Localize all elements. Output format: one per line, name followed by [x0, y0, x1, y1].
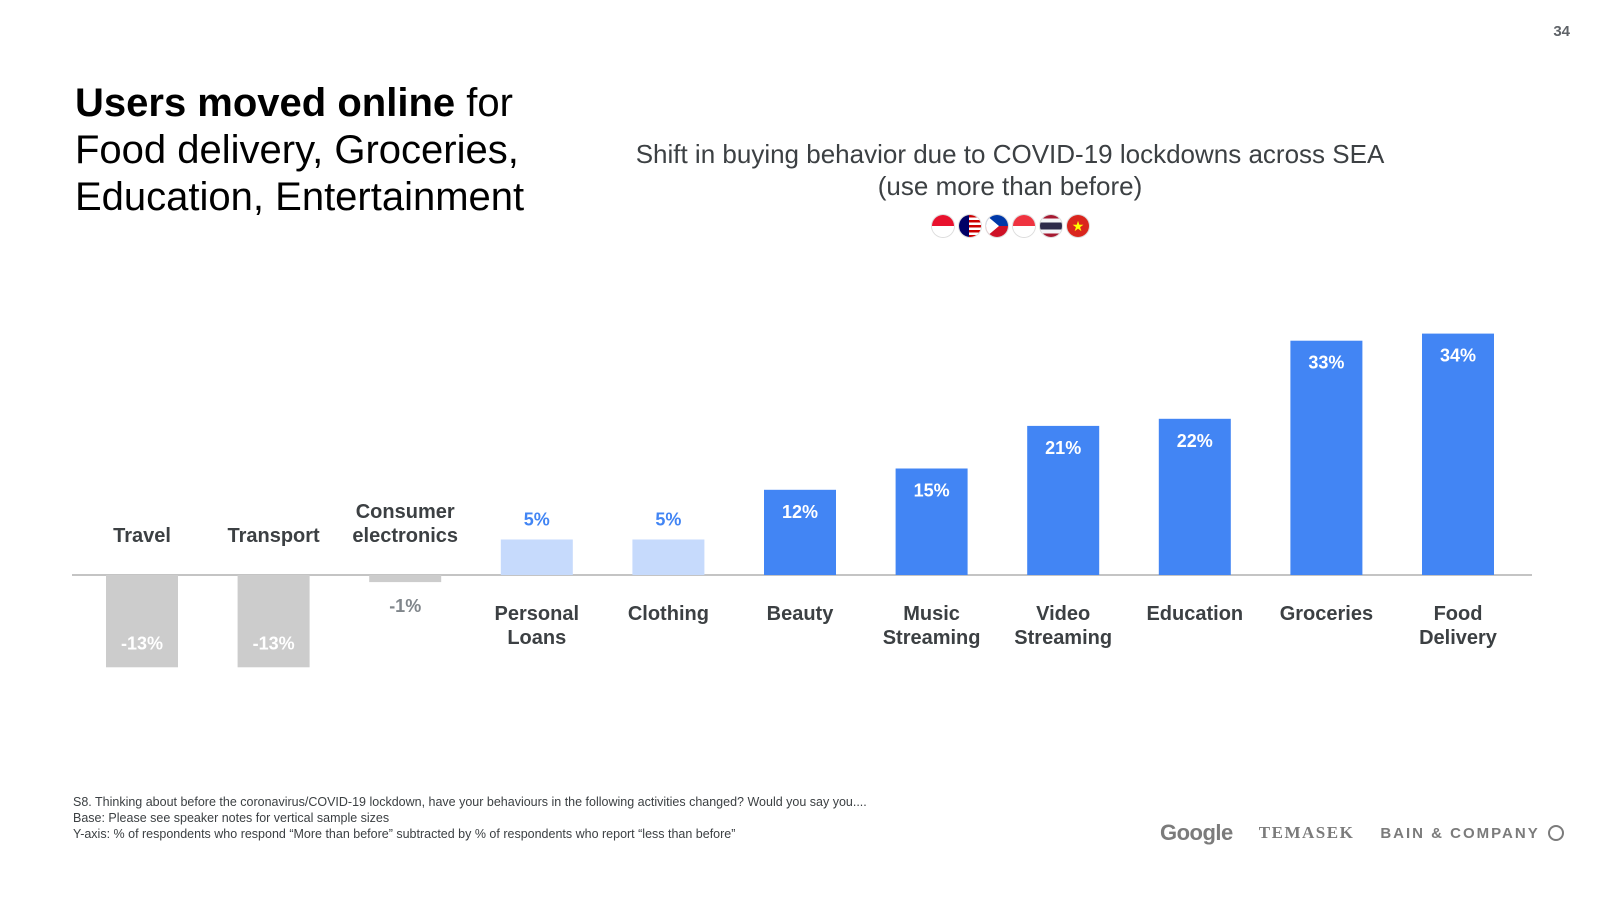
value-label-10: 34% [1440, 346, 1476, 366]
page-number: 34 [1553, 23, 1570, 40]
bar-1 [237, 575, 310, 668]
category-label-6: Music Streaming [883, 603, 981, 649]
headline-rest: for Food delivery, Groceries, Education,… [75, 81, 525, 219]
category-label-7: Video Streaming [1014, 603, 1112, 649]
category-label-1: Transport [227, 525, 320, 547]
chart-subtitle: (use more than before) [877, 171, 1143, 201]
footnote-base: Base: Please see speaker notes for verti… [73, 811, 390, 825]
value-label-9: 33% [1308, 353, 1344, 373]
bain-logo-text: BAIN & COMPANY [1380, 824, 1540, 842]
value-label-1: -13% [253, 633, 295, 653]
bar-10 [1422, 333, 1494, 575]
bar-3 [500, 539, 573, 575]
footnote-question: S8. Thinking about before the coronaviru… [73, 795, 867, 809]
category-label-0: Travel [113, 525, 171, 547]
philippines-flag-icon [986, 215, 1008, 237]
bar-4 [632, 539, 705, 575]
bain-logo: BAIN & COMPANY [1380, 824, 1564, 842]
chart-title-block: Shift in buying behavior due to COVID-19… [600, 138, 1420, 202]
malaysia-flag-icon [959, 215, 981, 237]
value-label-2: -1% [389, 596, 421, 616]
google-logo: Google [1160, 820, 1233, 845]
value-label-0: -13% [121, 633, 163, 653]
value-label-4: 5% [655, 510, 681, 530]
bar-chart: -13% Travel -13% Transport -1% Consumer electr… [72, 333, 1532, 668]
chart-title: Shift in buying behavior due to COVID-19… [635, 139, 1385, 169]
footnote-yaxis: Y-axis: % of respondents who respond “Mo… [73, 827, 736, 841]
category-label-2: Consumer electronics [352, 501, 458, 547]
footnote: S8. Thinking about before the coronaviru… [73, 794, 867, 842]
bar-0 [106, 575, 178, 668]
category-label-5: Beauty [767, 603, 835, 625]
category-label-9: Groceries [1280, 603, 1373, 625]
category-label-8: Education [1146, 603, 1243, 625]
thailand-flag-icon [1040, 215, 1062, 237]
indonesia-flag-icon [932, 215, 954, 237]
bar-2 [369, 575, 442, 583]
bar-5 [764, 489, 836, 575]
value-label-7: 21% [1045, 438, 1081, 458]
value-label-5: 12% [782, 502, 818, 522]
bar-8 [1158, 418, 1231, 575]
category-label-3: Personal Loans [495, 603, 579, 649]
temasek-logo: TEMASEK [1258, 823, 1355, 842]
vietnam-flag-icon: ★ [1067, 215, 1089, 237]
singapore-flag-icon [1013, 215, 1035, 237]
partner-logos: Google TEMASEK BAIN & COMPANY [1160, 820, 1564, 846]
value-label-6: 15% [914, 481, 950, 501]
bar-6 [895, 468, 968, 575]
country-flags: ★ [932, 215, 1089, 237]
value-label-8: 22% [1177, 431, 1213, 451]
category-label-10: Food Delivery [1419, 603, 1498, 649]
bain-ring-icon [1547, 825, 1564, 841]
headline: Users moved online for Food delivery, Gr… [75, 80, 545, 221]
value-label-3: 5% [524, 510, 550, 530]
bar-9 [1290, 340, 1363, 575]
category-label-4: Clothing [628, 603, 709, 625]
bar-7 [1027, 425, 1100, 575]
headline-bold: Users moved online [75, 81, 456, 125]
